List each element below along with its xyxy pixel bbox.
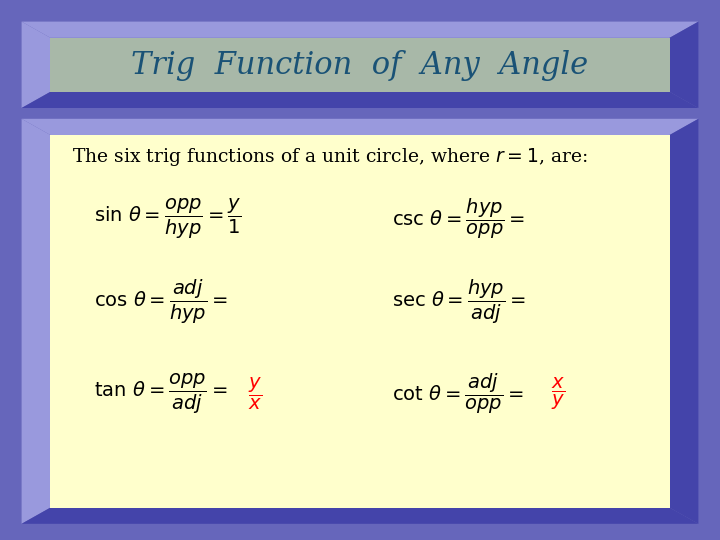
- Polygon shape: [22, 92, 698, 108]
- Polygon shape: [22, 22, 698, 38]
- Polygon shape: [22, 22, 50, 108]
- Text: $\cot\,\theta = \dfrac{adj}{opp} = $: $\cot\,\theta = \dfrac{adj}{opp} = $: [392, 372, 524, 416]
- Text: $\sin\,\theta = \dfrac{opp}{hyp} = \dfrac{y}{1}$: $\sin\,\theta = \dfrac{opp}{hyp} = \dfra…: [94, 197, 241, 241]
- Text: The six trig functions of a unit circle, where $r = 1$, are:: The six trig functions of a unit circle,…: [72, 146, 588, 167]
- Text: $\csc\,\theta = \dfrac{hyp}{opp} =$: $\csc\,\theta = \dfrac{hyp}{opp} =$: [392, 197, 526, 241]
- Polygon shape: [22, 508, 698, 524]
- Polygon shape: [22, 119, 50, 524]
- Polygon shape: [670, 22, 698, 108]
- Text: $\dfrac{\mathit{y}}{\mathit{x}}$: $\dfrac{\mathit{y}}{\mathit{x}}$: [248, 376, 263, 412]
- Text: $\tan\,\theta = \dfrac{opp}{adj} = $: $\tan\,\theta = \dfrac{opp}{adj} = $: [94, 372, 227, 416]
- Polygon shape: [670, 119, 698, 524]
- Text: $\dfrac{\mathit{x}}{\mathit{y}}$: $\dfrac{\mathit{x}}{\mathit{y}}$: [551, 376, 565, 412]
- Text: $\sec\,\theta = \dfrac{hyp}{adj} =$: $\sec\,\theta = \dfrac{hyp}{adj} =$: [392, 278, 526, 327]
- FancyBboxPatch shape: [22, 119, 698, 524]
- FancyBboxPatch shape: [50, 135, 670, 508]
- Polygon shape: [22, 119, 698, 135]
- Text: $\cos\,\theta = \dfrac{adj}{hyp} =$: $\cos\,\theta = \dfrac{adj}{hyp} =$: [94, 278, 228, 327]
- FancyBboxPatch shape: [50, 38, 670, 92]
- Text: Trig  Function  of  Any  Angle: Trig Function of Any Angle: [132, 50, 588, 81]
- FancyBboxPatch shape: [22, 22, 698, 108]
